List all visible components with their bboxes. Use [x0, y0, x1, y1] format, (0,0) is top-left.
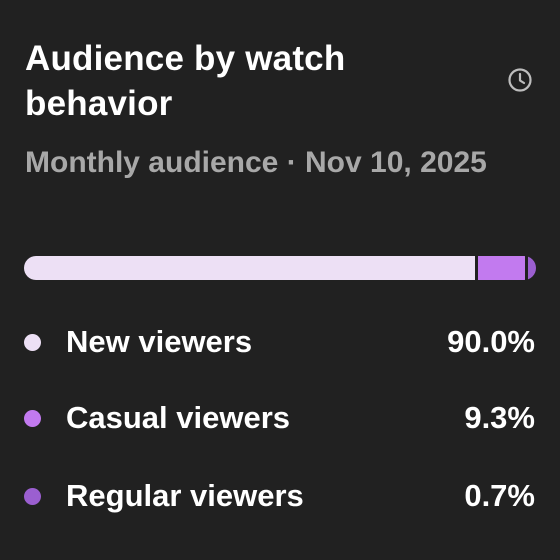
- bar-segment-new-viewers[interactable]: [24, 256, 475, 280]
- legend-label: Casual viewers: [66, 400, 291, 435]
- legend-dot: [24, 334, 41, 351]
- bar-segment-casual-viewers[interactable]: [477, 256, 525, 280]
- stacked-bar-chart: [24, 256, 536, 280]
- card-title: Audience by watch behavior: [25, 39, 346, 123]
- bar-segment-divider: [474, 256, 478, 280]
- legend-item[interactable]: Casual viewers 9.3%: [0, 398, 560, 438]
- legend-dot: [24, 410, 41, 427]
- history-icon[interactable]: [507, 67, 533, 93]
- card-subtitle: Monthly audience · Nov 10, 2025: [25, 146, 487, 179]
- legend-value: 9.3%: [464, 400, 535, 435]
- legend-value: 90.0%: [447, 324, 535, 359]
- legend-dot: [24, 488, 41, 505]
- bar-segment-regular-viewers[interactable]: [527, 256, 536, 280]
- legend-item[interactable]: New viewers 90.0%: [0, 322, 560, 362]
- legend-label: New viewers: [66, 324, 253, 359]
- bar-segment-divider: [524, 256, 528, 280]
- legend-label: Regular viewers: [66, 478, 304, 513]
- legend-item[interactable]: Regular viewers 0.7%: [0, 476, 560, 516]
- legend-value: 0.7%: [464, 478, 535, 513]
